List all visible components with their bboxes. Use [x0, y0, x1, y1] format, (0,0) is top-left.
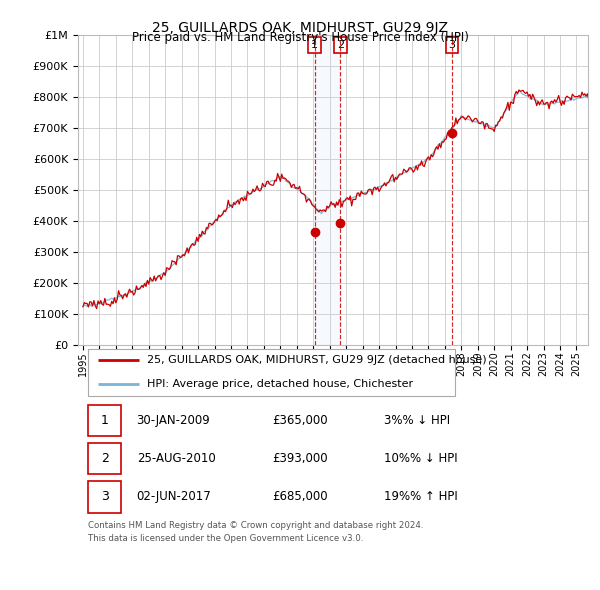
- Text: 3%% ↓ HPI: 3%% ↓ HPI: [384, 414, 450, 427]
- Text: 3: 3: [448, 40, 455, 50]
- Text: 30-JAN-2009: 30-JAN-2009: [137, 414, 211, 427]
- Text: 3: 3: [101, 490, 109, 503]
- Text: £365,000: £365,000: [272, 414, 328, 427]
- Text: Contains HM Land Registry data © Crown copyright and database right 2024.
This d: Contains HM Land Registry data © Crown c…: [88, 522, 424, 543]
- FancyBboxPatch shape: [88, 405, 121, 436]
- FancyBboxPatch shape: [88, 443, 121, 474]
- Text: 25, GUILLARDS OAK, MIDHURST, GU29 9JZ (detached house): 25, GUILLARDS OAK, MIDHURST, GU29 9JZ (d…: [147, 355, 487, 365]
- FancyBboxPatch shape: [88, 481, 121, 513]
- Bar: [314, 35, 340, 345]
- Text: £393,000: £393,000: [272, 453, 328, 466]
- FancyBboxPatch shape: [88, 349, 455, 396]
- Text: 2: 2: [101, 453, 109, 466]
- Text: 10%% ↓ HPI: 10%% ↓ HPI: [384, 453, 458, 466]
- Text: 25-AUG-2010: 25-AUG-2010: [137, 453, 215, 466]
- Text: 02-JUN-2017: 02-JUN-2017: [137, 490, 211, 503]
- Text: 2: 2: [337, 40, 344, 50]
- Text: 19%% ↑ HPI: 19%% ↑ HPI: [384, 490, 458, 503]
- Text: 1: 1: [311, 40, 318, 50]
- Text: £685,000: £685,000: [272, 490, 328, 503]
- Text: Price paid vs. HM Land Registry's House Price Index (HPI): Price paid vs. HM Land Registry's House …: [131, 31, 469, 44]
- Text: HPI: Average price, detached house, Chichester: HPI: Average price, detached house, Chic…: [147, 379, 413, 389]
- Text: 25, GUILLARDS OAK, MIDHURST, GU29 9JZ: 25, GUILLARDS OAK, MIDHURST, GU29 9JZ: [152, 21, 448, 35]
- Text: 1: 1: [101, 414, 109, 427]
